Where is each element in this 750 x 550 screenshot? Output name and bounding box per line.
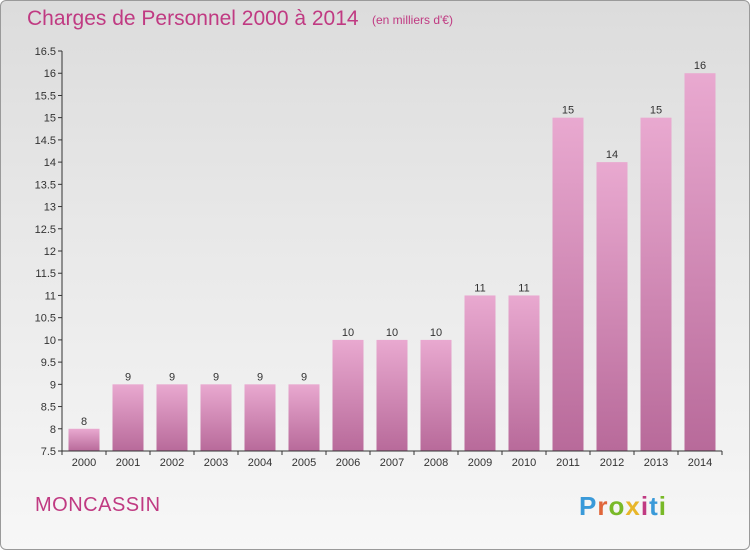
y-tick-label: 13.5	[35, 179, 56, 191]
y-tick-label: 12.5	[35, 224, 56, 236]
bar	[112, 384, 144, 451]
y-tick-label: 14.5	[35, 135, 56, 147]
data-label: 10	[430, 327, 442, 339]
logo-letter: P	[579, 491, 598, 521]
logo-letter: r	[597, 491, 609, 521]
y-axis: 7.5 8 8.5 9 9.5 10 10.5 11 11.5 12 12.5 13 13.5 14 14.…	[35, 46, 63, 458]
bar	[596, 162, 628, 451]
y-tick-label: 7.5	[41, 446, 56, 458]
x-tick-label: 2003	[204, 457, 228, 469]
bar	[244, 384, 276, 451]
bar	[376, 339, 408, 451]
y-tick-label: 16	[44, 68, 56, 80]
data-label: 10	[386, 327, 398, 339]
bar	[464, 295, 496, 451]
data-label: 16	[694, 60, 706, 72]
bar	[156, 384, 188, 451]
data-label: 15	[650, 105, 662, 117]
data-label: 9	[301, 371, 307, 383]
data-label: 15	[562, 105, 574, 117]
data-label: 8	[81, 416, 87, 428]
x-tick-label: 2008	[424, 457, 448, 469]
chart-title: Charges de Personnel 2000 à 2014	[27, 7, 359, 30]
data-label: 11	[474, 282, 485, 294]
data-label: 9	[213, 371, 219, 383]
data-label: 9	[257, 371, 263, 383]
x-tick-label: 2011	[556, 457, 580, 469]
x-tick-label: 2007	[380, 457, 404, 469]
y-tick-label: 8	[50, 424, 56, 436]
y-tick-label: 16.5	[35, 46, 56, 58]
data-label: 14	[606, 149, 618, 161]
x-tick-label: 2000	[72, 457, 96, 469]
logo-letter: i	[658, 491, 667, 521]
logo-letter: t	[649, 491, 659, 521]
x-axis: 2000 2001 2002 2003 2004 2005 2006 2007 2008 2009…	[61, 450, 723, 469]
bars: 8 9 9 9 9 9 10 10 10 11 11 15 14 15 16	[68, 60, 716, 452]
y-tick-label: 11.5	[35, 268, 56, 280]
x-tick-label: 2001	[116, 457, 140, 469]
bar	[420, 339, 452, 451]
y-tick-label: 12	[44, 246, 56, 258]
bar	[508, 295, 540, 451]
logo-letter: x	[625, 491, 641, 521]
bar	[552, 117, 584, 452]
y-tick-label: 13	[44, 202, 56, 214]
bar	[332, 339, 364, 451]
x-tick-label: 2014	[688, 457, 712, 469]
x-tick-label: 2012	[600, 457, 624, 469]
commune-name: MONCASSIN	[35, 494, 161, 516]
y-tick-label: 15.5	[35, 90, 56, 102]
x-tick-label: 2002	[160, 457, 184, 469]
logo-letter: o	[608, 491, 626, 521]
y-tick-label: 9.5	[41, 357, 56, 369]
data-label: 11	[518, 282, 529, 294]
bar	[684, 73, 716, 451]
y-tick-label: 8.5	[41, 402, 56, 414]
bar	[288, 384, 320, 451]
x-tick-label: 2009	[468, 457, 492, 469]
data-label: 9	[125, 371, 131, 383]
bar	[640, 117, 672, 452]
y-tick-label: 15	[44, 113, 56, 125]
x-tick-label: 2013	[644, 457, 668, 469]
y-tick-label: 10	[44, 335, 56, 347]
x-tick-label: 2006	[336, 457, 360, 469]
data-label: 10	[342, 327, 354, 339]
y-tick-label: 11	[45, 290, 56, 302]
y-tick-label: 14	[44, 157, 56, 169]
y-tick-label: 10.5	[35, 313, 56, 325]
bar	[200, 384, 232, 451]
x-tick-label: 2004	[248, 457, 272, 469]
y-tick-label: 9	[50, 379, 56, 391]
proxiti-logo: Proxiti	[579, 491, 667, 522]
x-tick-label: 2010	[512, 457, 536, 469]
x-tick-label: 2005	[292, 457, 316, 469]
logo-letter: i	[640, 491, 650, 521]
data-label: 9	[169, 371, 175, 383]
chart-subtitle: (en milliers d'€)	[372, 13, 453, 27]
bar	[68, 428, 100, 451]
